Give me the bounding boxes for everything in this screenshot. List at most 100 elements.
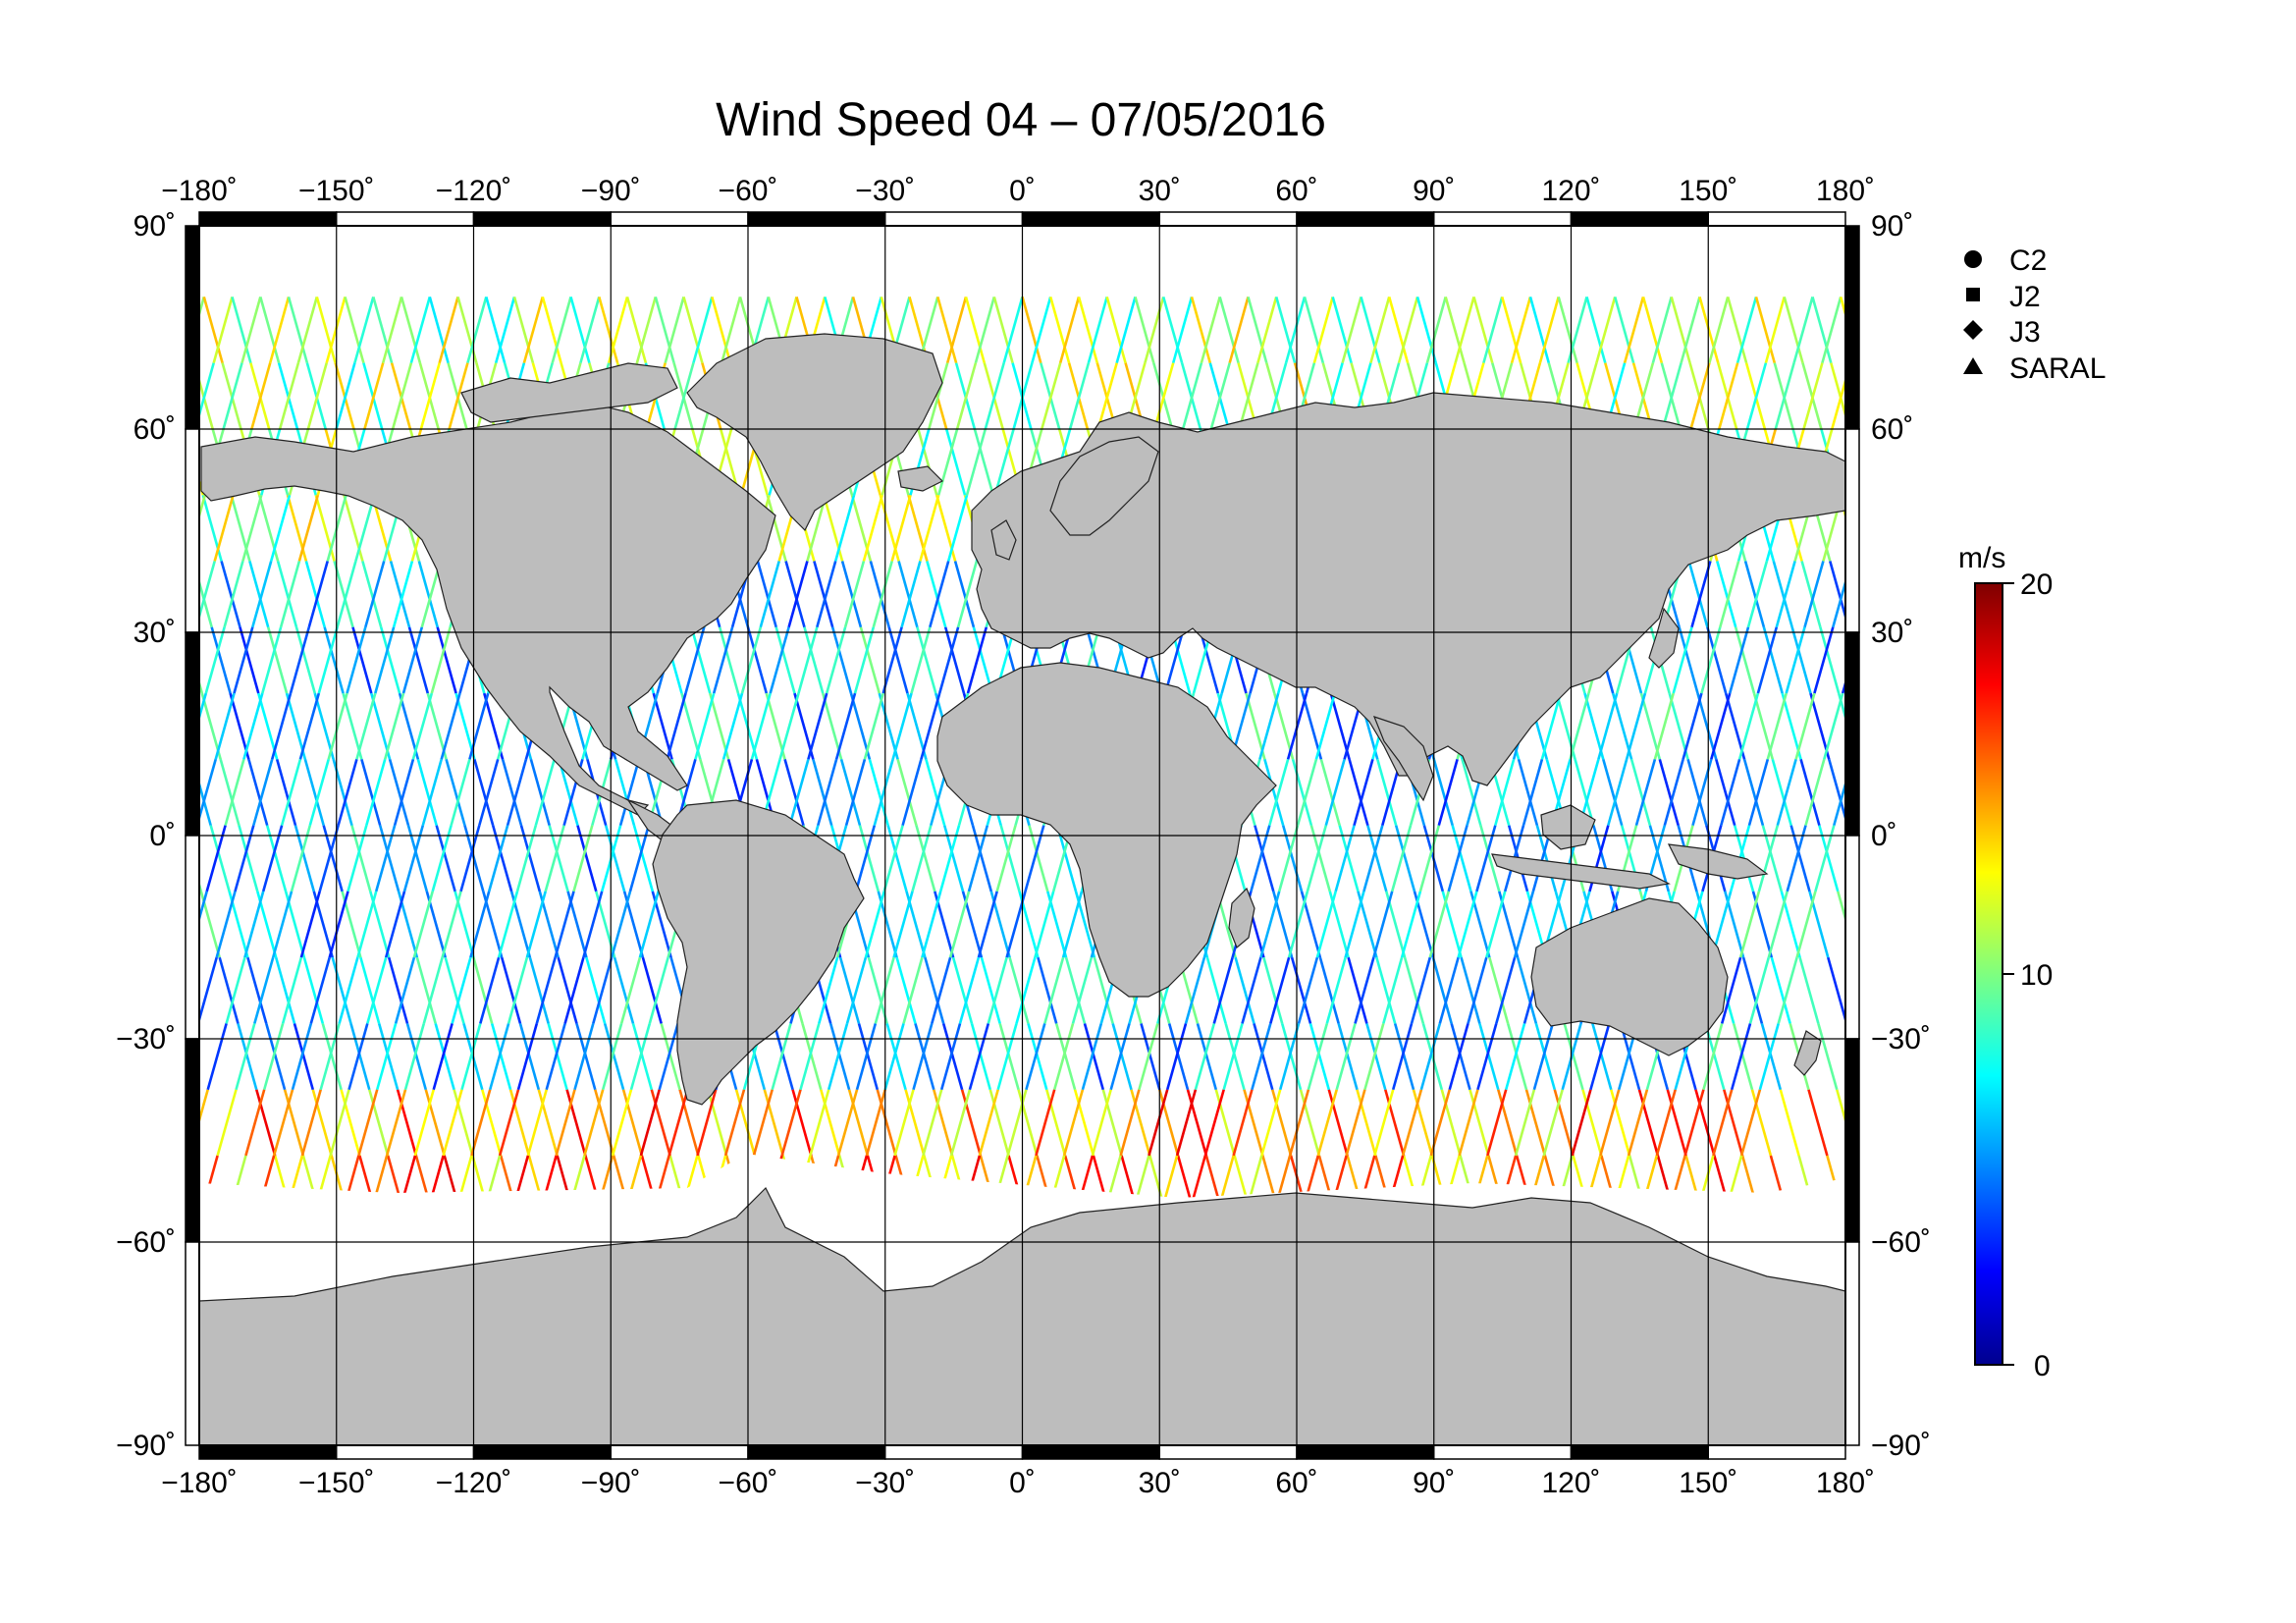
track-segment xyxy=(396,1089,418,1157)
track-segment xyxy=(302,956,325,1024)
track-segment xyxy=(1258,692,1280,760)
track-segment xyxy=(774,626,796,694)
track-segment xyxy=(1109,1023,1131,1091)
lat-tick-label-left: −30˚ xyxy=(116,1023,176,1055)
track-segment xyxy=(1748,956,1771,1024)
lon-tick-label-bottom: −30˚ xyxy=(855,1467,915,1499)
lat-tick-label-right: −60˚ xyxy=(1871,1226,1931,1259)
track-segment xyxy=(1513,891,1535,958)
track-segment xyxy=(448,362,469,430)
track-segment xyxy=(441,891,462,958)
lon-tick-label-top: 120˚ xyxy=(1541,175,1600,207)
track-segment xyxy=(239,626,260,694)
track-segment xyxy=(251,561,273,628)
track-segment xyxy=(692,297,714,364)
track-segment xyxy=(828,1023,851,1091)
track-segment xyxy=(1799,759,1821,827)
track-segment xyxy=(1607,759,1629,827)
track-segment xyxy=(1720,956,1742,1024)
track-segment xyxy=(1934,429,1952,495)
frame-segment-bottom xyxy=(884,1444,1024,1460)
track-segment xyxy=(359,956,381,1024)
frame-segment-left xyxy=(185,631,200,837)
track-segment xyxy=(904,1089,926,1157)
track-segment xyxy=(366,956,388,1024)
track-segment xyxy=(912,1023,934,1091)
track-segment xyxy=(1532,1023,1555,1091)
track-segment xyxy=(209,825,231,893)
track-segment xyxy=(937,626,960,694)
track-segment xyxy=(843,561,866,628)
track-segment xyxy=(1138,1023,1159,1091)
track-segment xyxy=(2093,693,2111,759)
track-segment xyxy=(1203,1089,1225,1157)
frame-segment-top xyxy=(1158,211,1298,227)
track-segment xyxy=(1785,626,1806,694)
track-segment xyxy=(756,561,777,628)
track-segment xyxy=(142,1156,161,1221)
track-segment xyxy=(933,1089,954,1157)
track-segment xyxy=(541,297,562,364)
track-segment xyxy=(922,1089,943,1157)
track-segment xyxy=(1041,362,1062,430)
track-segment xyxy=(2102,826,2120,892)
track-segment xyxy=(1006,1089,1028,1157)
track-segment xyxy=(204,626,226,694)
diamond-icon xyxy=(1963,320,1983,340)
track-segment xyxy=(1690,561,1712,628)
track-segment xyxy=(2110,957,2129,1023)
track-segment xyxy=(311,1089,333,1157)
track-segment xyxy=(1783,297,1804,364)
track-segment xyxy=(160,892,179,957)
track-segment xyxy=(1021,297,1042,364)
track-segment xyxy=(1926,297,1945,362)
track-segment xyxy=(763,1089,784,1157)
track-segment xyxy=(1457,891,1478,958)
lon-tick-label-bottom: 90˚ xyxy=(1413,1467,1455,1499)
track-segment xyxy=(494,297,516,364)
frame-segment-top xyxy=(1433,211,1573,227)
track-segment xyxy=(771,1023,792,1091)
track-segment xyxy=(114,957,133,1023)
track-segment xyxy=(960,1089,983,1157)
frame-segment-top xyxy=(1707,211,1846,227)
track-segment xyxy=(430,626,452,694)
track-segment xyxy=(1324,759,1346,827)
track-segment xyxy=(1757,825,1780,893)
track-segment xyxy=(750,692,772,760)
track-segment xyxy=(1485,891,1507,958)
track-segment xyxy=(0,1090,11,1156)
track-segment xyxy=(1468,1089,1490,1157)
track-segment xyxy=(967,825,989,893)
track-segment xyxy=(1777,956,1798,1024)
track-segment xyxy=(936,428,959,496)
track-segment xyxy=(338,956,359,1024)
track-segment xyxy=(86,1156,105,1221)
track-segment xyxy=(1451,825,1472,893)
track-segment xyxy=(276,561,298,628)
track-segment xyxy=(1338,825,1360,893)
track-segment xyxy=(424,1089,446,1157)
track-segment xyxy=(38,1024,57,1090)
track-segment xyxy=(1354,956,1375,1024)
track-segment xyxy=(1091,1089,1112,1157)
track-segment xyxy=(222,362,243,430)
madagascar-land xyxy=(1228,887,1255,948)
track-segment xyxy=(1742,759,1765,827)
track-segment xyxy=(100,429,119,495)
track-segment xyxy=(876,1089,897,1157)
track-segment xyxy=(1935,297,1953,362)
track-segment xyxy=(721,692,744,760)
track-segment xyxy=(328,891,349,958)
track-segment xyxy=(1770,956,1791,1024)
track-segment xyxy=(1243,1089,1264,1157)
track-segment xyxy=(1478,1023,1500,1091)
track-segment xyxy=(720,297,742,364)
track-segment xyxy=(1894,1090,1912,1156)
track-segment xyxy=(74,495,92,561)
track-segment xyxy=(1438,956,1460,1024)
track-segment xyxy=(289,626,311,694)
track-segment xyxy=(2222,1156,2241,1221)
track-segment xyxy=(621,1089,644,1157)
track-segment xyxy=(1949,1090,1968,1156)
